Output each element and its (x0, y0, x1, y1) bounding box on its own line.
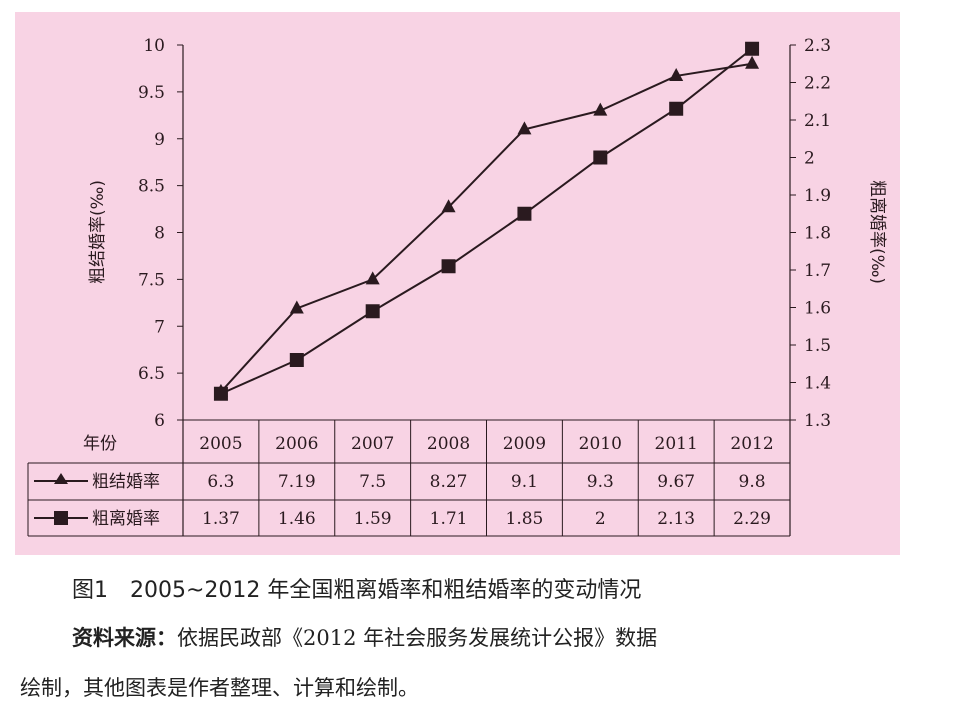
y-tick-label: 10 (143, 36, 165, 56)
table-cell: 1.71 (430, 509, 468, 529)
triangle-marker (289, 300, 304, 314)
y2-tick-label: 1.7 (804, 261, 831, 281)
source-label: 资料来源： (72, 626, 177, 650)
series-line-2 (220, 47, 753, 395)
table-cell: 6.3 (207, 472, 234, 492)
y2-tick-label: 1.9 (804, 186, 831, 206)
y-axis-label: 粗结婚率(‰) (88, 180, 108, 284)
triangle-marker (365, 271, 380, 285)
triangle-marker (441, 199, 456, 213)
table-cell: 9.1 (511, 472, 538, 492)
source-text: 依据民政部《2012 年社会服务发展统计公报》数据 (177, 626, 658, 650)
legend-square-icon (54, 511, 68, 525)
table-cell: 1.85 (506, 509, 544, 529)
category-label: 2006 (275, 434, 318, 454)
triangle-marker (517, 121, 532, 135)
square-marker (745, 41, 760, 56)
table-cell: 2 (595, 509, 606, 529)
table-cell: 1.37 (202, 509, 240, 529)
y-tick-label: 8.5 (138, 177, 165, 197)
table-cell: 2.29 (733, 509, 771, 529)
table-cell: 7.19 (278, 472, 316, 492)
triangle-marker (745, 55, 760, 69)
square-marker (669, 101, 684, 116)
category-label: 2012 (730, 434, 773, 454)
square-marker (517, 206, 532, 221)
category-header: 年份 (83, 434, 117, 454)
triangle-marker (669, 67, 684, 81)
square-marker (441, 259, 456, 274)
legend-triangle-icon (54, 473, 68, 484)
category-label: 2011 (655, 434, 698, 454)
chart-panel (15, 12, 900, 555)
table-cell: 7.5 (359, 472, 386, 492)
y2-tick-label: 1.4 (804, 374, 831, 394)
square-marker (593, 150, 608, 165)
y2-tick-label: 1.5 (804, 336, 831, 356)
y-tick-label: 7 (154, 317, 165, 337)
y-tick-label: 9.5 (138, 83, 165, 103)
figure-source-cont: 绘制，其他图表是作者整理、计算和绘制。 (20, 676, 419, 700)
category-label: 2008 (427, 434, 470, 454)
series-line-1 (220, 62, 753, 393)
category-label: 2007 (351, 434, 394, 454)
category-label: 2010 (579, 434, 622, 454)
y2-tick-label: 2 (804, 149, 815, 169)
y2-tick-label: 2.3 (804, 36, 831, 56)
y-tick-label: 9 (154, 130, 165, 150)
table-cell: 2.13 (657, 509, 695, 529)
square-marker (365, 304, 380, 319)
y2-tick-label: 1.8 (804, 224, 831, 244)
category-label: 2005 (199, 434, 242, 454)
square-marker (213, 386, 228, 401)
figure-title: 图1 2005~2012 年全国粗离婚率和粗结婚率的变动情况 (72, 578, 642, 603)
y-tick-label: 6 (154, 411, 165, 431)
y2-tick-label: 2.1 (804, 111, 831, 131)
y2-axis-label: 粗离婚率(‰) (867, 180, 887, 284)
y2-tick-label: 1.3 (804, 411, 831, 431)
y-tick-label: 8 (154, 224, 165, 244)
table-cell: 9.3 (587, 472, 614, 492)
y2-tick-label: 2.2 (804, 74, 831, 94)
table-cell: 9.8 (739, 472, 766, 492)
table-cell: 9.67 (657, 472, 695, 492)
table-cell: 8.27 (430, 472, 468, 492)
square-marker (289, 353, 304, 367)
legend-label: 粗离婚率 (92, 509, 160, 529)
table-cell: 1.59 (354, 509, 392, 529)
figure-source: 资料来源：依据民政部《2012 年社会服务发展统计公报》数据 (72, 622, 960, 652)
y-tick-label: 7.5 (138, 270, 165, 290)
y-tick-label: 6.5 (138, 364, 165, 384)
triangle-marker (593, 102, 608, 116)
legend-label: 粗结婚率 (92, 472, 160, 492)
chart: 6 6.5 7 7.5 8 8.5 9 9.5 10 1.3 1.4 1.5 1.6 1.7 1.8 1.9 2… (27, 36, 887, 537)
category-label: 2009 (503, 434, 546, 454)
table-cell: 1.46 (278, 509, 316, 529)
y2-tick-label: 1.6 (804, 299, 831, 319)
